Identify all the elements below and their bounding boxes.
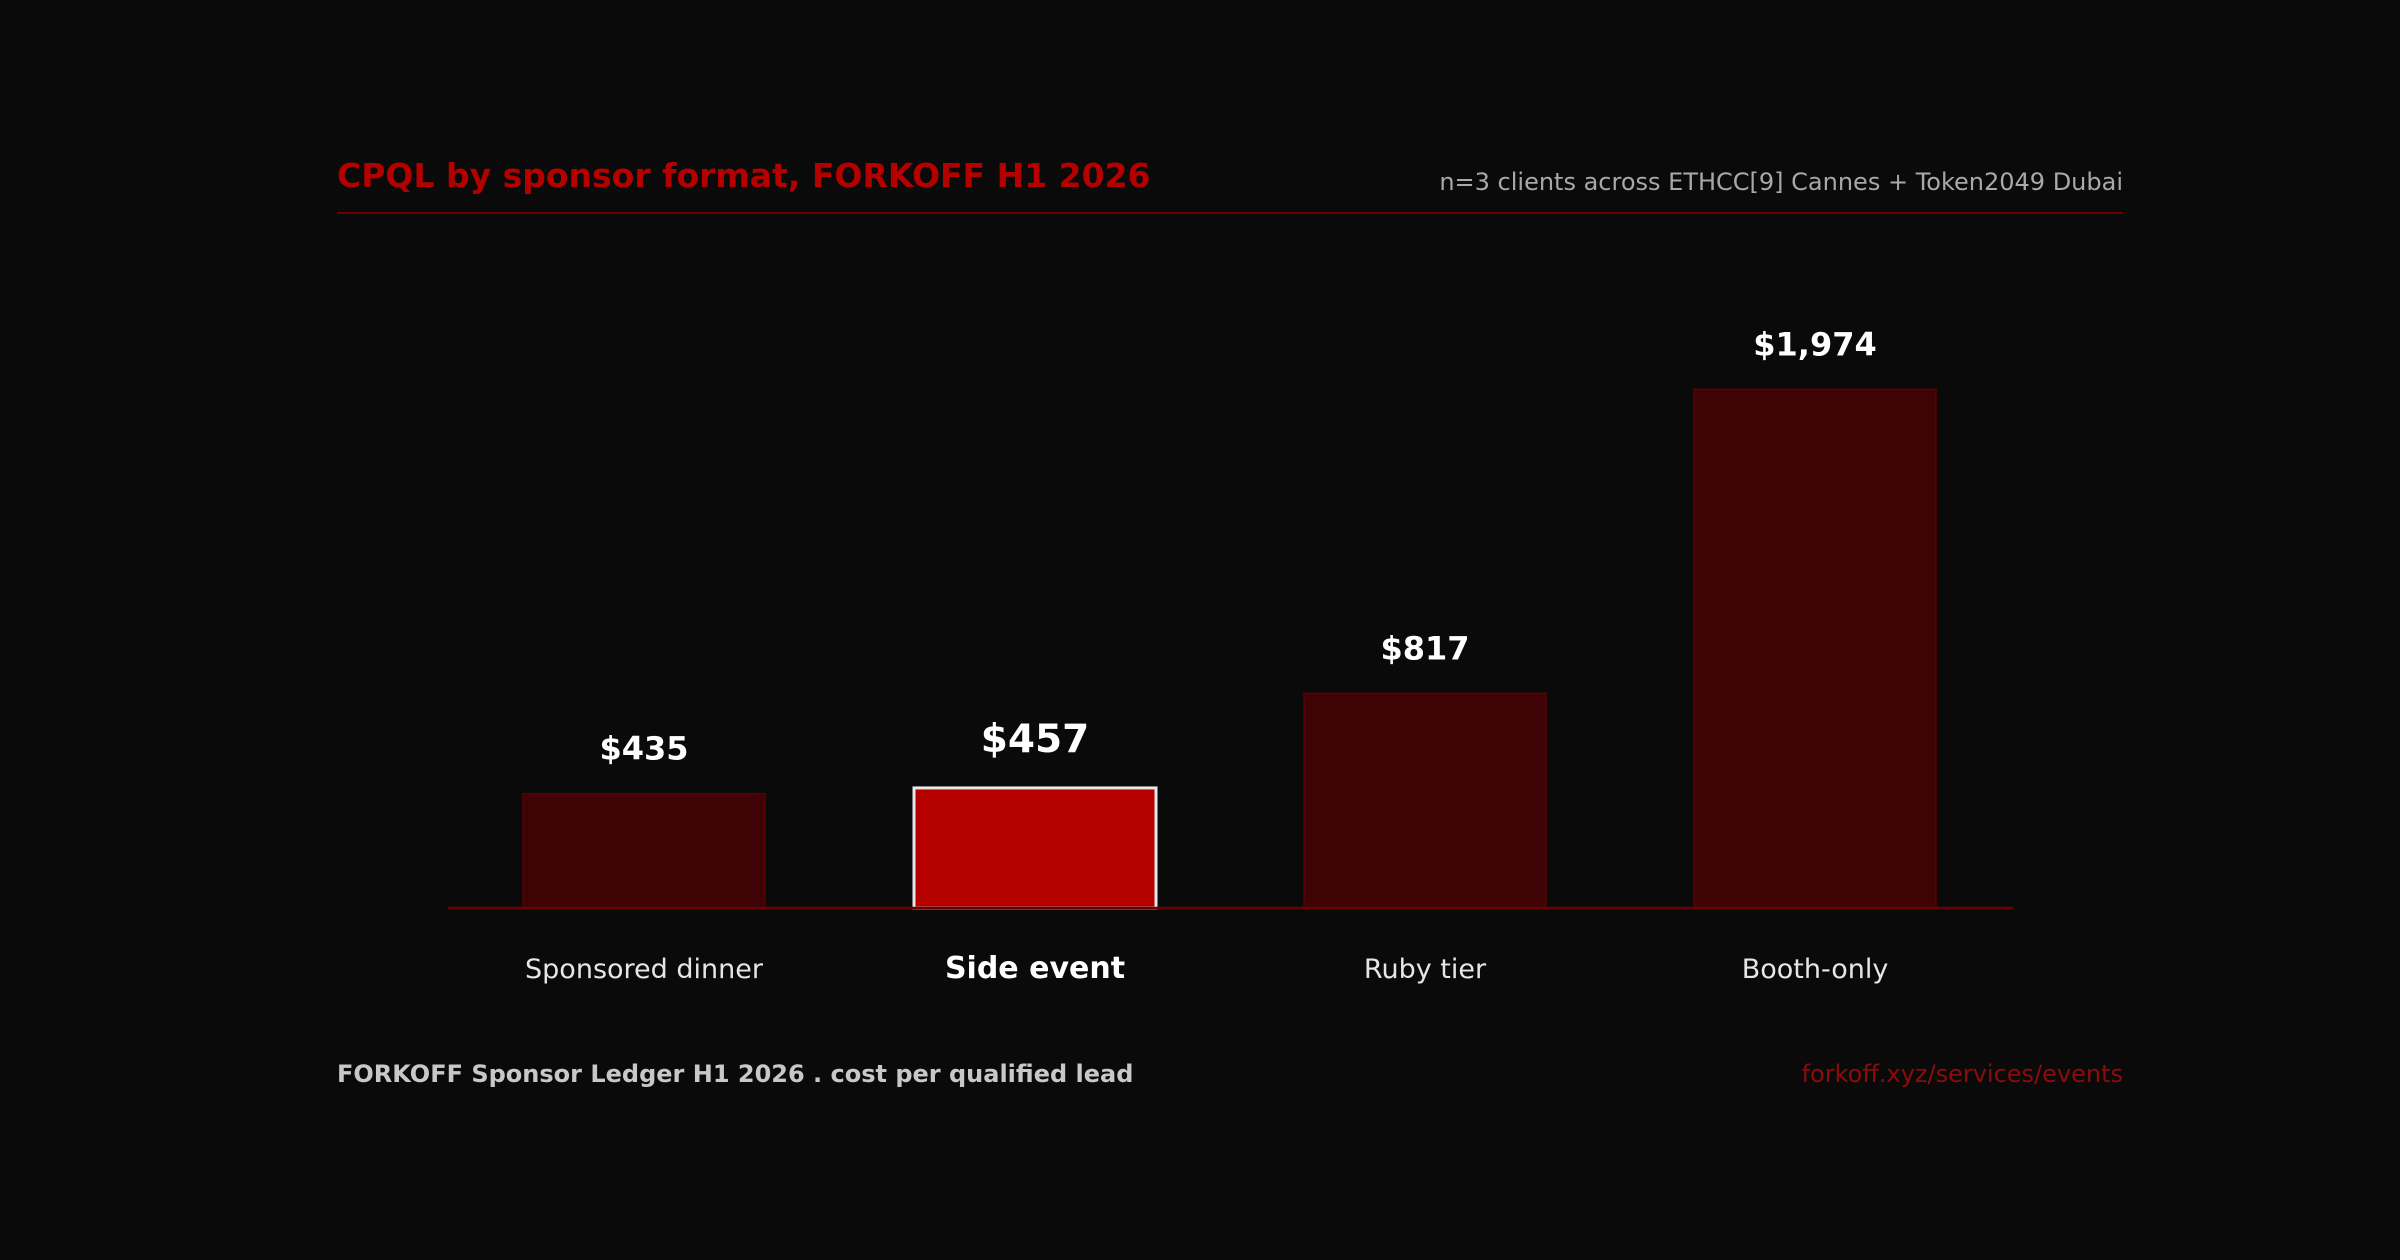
category-label: Sponsored dinner [525,954,764,985]
bar-sponsored-dinner [522,792,766,909]
category-label: Side event [945,951,1125,986]
chart-title: CPQL by sponsor format, FORKOFF H1 2026 [337,156,1151,195]
footer-source: FORKOFF Sponsor Ledger H1 2026 . cost pe… [337,1060,1134,1088]
header-divider [337,212,2123,214]
bar-booth-only [1693,388,1937,909]
value-label: $435 [599,730,688,768]
category-label: Booth-only [1742,954,1889,985]
chart-subtitle: n=3 clients across ETHCC[9] Cannes + Tok… [1439,168,2123,196]
footer-link[interactable]: forkoff.xyz/services/events [1801,1060,2123,1088]
value-label: $457 [981,717,1090,762]
value-label: $1,974 [1753,325,1876,363]
value-label: $817 [1380,629,1469,667]
bar-ruby-tier [1303,692,1547,909]
bar-side-event [912,786,1158,910]
category-label: Ruby tier [1364,954,1487,985]
